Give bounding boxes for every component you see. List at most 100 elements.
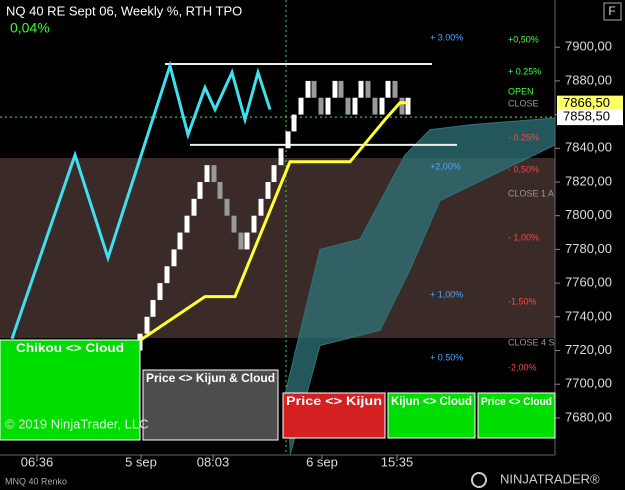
indicator-line — [139, 101, 408, 342]
annotation: +0,50% — [508, 34, 539, 44]
annotation: OPEN — [508, 86, 534, 96]
renko-brick — [298, 97, 304, 115]
menu-button-label[interactable]: F — [608, 4, 615, 18]
y-tick-label: 7700,00 — [565, 376, 612, 391]
renko-brick — [305, 80, 311, 98]
annotation: + 0.50% — [430, 352, 463, 362]
y-tick-label: 7740,00 — [565, 308, 612, 323]
renko-brick — [399, 97, 405, 115]
y-tick-label: 7900,00 — [565, 39, 612, 54]
renko-brick — [164, 266, 170, 284]
renko-brick — [332, 80, 338, 98]
y-tick-label: 7760,00 — [565, 275, 612, 290]
renko-brick — [204, 165, 210, 182]
instrument: MNQ 40 Renko — [5, 476, 67, 486]
annotation: +2,00% — [430, 161, 461, 171]
menu-button[interactable] — [603, 2, 622, 21]
renko-brick — [385, 80, 391, 98]
logo-icon — [471, 472, 487, 488]
x-tick-label: 15:35 — [381, 454, 414, 469]
renko-brick — [372, 97, 378, 115]
renko-brick — [157, 283, 163, 300]
price-marker-label: 7866,50 — [563, 95, 610, 110]
indicator-line — [10, 60, 272, 340]
cloud-fill — [285, 117, 555, 456]
copyright: © 2019 NinjaTrader, LLC — [5, 416, 149, 431]
renko-brick — [311, 80, 317, 98]
signal-label: Price <> Kijun & Cloud — [146, 371, 275, 385]
annotation: - 0.25% — [508, 132, 539, 142]
renko-brick — [358, 80, 364, 98]
change: 0,04% — [10, 20, 50, 36]
renko-brick — [285, 131, 291, 149]
renko-brick — [405, 97, 411, 115]
renko-brick — [278, 148, 284, 166]
x-tick-label: 06:36 — [21, 454, 54, 469]
y-tick-label: 7840,00 — [565, 140, 612, 155]
renko-brick — [144, 316, 150, 334]
annotation: CLOSE 4 S — [508, 337, 555, 347]
renko-brick — [291, 114, 297, 132]
renko-brick — [379, 97, 385, 115]
y-tick-label: 7720,00 — [565, 342, 612, 357]
logo: NINJATRADER® — [500, 471, 600, 486]
annotation: - 1,00% — [508, 232, 539, 242]
renko-brick — [238, 232, 244, 250]
price-marker-label: 7858,50 — [563, 109, 610, 124]
renko-brick — [197, 182, 203, 199]
renko-brick — [184, 215, 190, 233]
y-tick-label: 7880,00 — [565, 72, 612, 87]
y-tick-label: 7800,00 — [565, 207, 612, 222]
renko-brick — [365, 80, 371, 98]
x-tick-label: 5 sep — [125, 454, 157, 469]
chart-title: NQ 40 RE Sept 06, Weekly %, RTH TPO — [6, 3, 242, 18]
signal-box — [387, 392, 476, 439]
renko-brick — [171, 249, 177, 267]
annotation: + 3.00% — [430, 32, 463, 42]
y-tick-label: 7680,00 — [565, 409, 612, 424]
renko-brick — [177, 232, 183, 250]
price-marker — [557, 95, 623, 112]
signal-box — [477, 392, 556, 439]
renko-brick — [211, 165, 217, 182]
annotation: - 0,50% — [508, 164, 539, 174]
renko-brick — [150, 299, 156, 317]
renko-brick — [338, 80, 344, 98]
renko-brick — [271, 165, 277, 182]
annotation: + 1,00% — [430, 289, 463, 299]
signal-box — [142, 369, 279, 441]
renko-brick — [265, 182, 271, 199]
y-tick-label: 7820,00 — [565, 173, 612, 188]
renko-brick — [258, 198, 264, 216]
renko-brick — [352, 97, 358, 115]
signal-box — [0, 339, 141, 441]
signal-label: Kijun <> Cloud — [391, 394, 472, 408]
renko-brick — [231, 215, 237, 233]
signal-label: Price <> Kijun — [286, 394, 382, 408]
annotation: CLOSE — [508, 98, 539, 108]
signal-box — [282, 392, 386, 439]
cloud-edge — [289, 144, 556, 456]
price-marker — [557, 109, 623, 126]
renko-brick — [345, 97, 351, 115]
annotation: CLOSE 1 A — [508, 188, 554, 198]
renko-brick — [244, 232, 250, 250]
renko-brick — [392, 80, 398, 98]
renko-brick — [318, 97, 324, 115]
signal-label: Price <> Cloud — [481, 396, 552, 408]
cloud-edge — [284, 117, 556, 395]
annotation: -1,50% — [508, 296, 537, 306]
annotation: -2,00% — [508, 362, 537, 372]
x-tick-label: 08:03 — [197, 454, 230, 469]
renko-brick — [217, 182, 223, 199]
annotation: + 0.25% — [508, 66, 541, 76]
renko-brick — [325, 97, 331, 115]
y-tick-label: 7780,00 — [565, 241, 612, 256]
renko-brick — [224, 198, 230, 216]
renko-brick — [191, 198, 197, 216]
x-tick-label: 6 sep — [306, 454, 338, 469]
renko-brick — [251, 215, 257, 233]
signal-label: Chikou <> Cloud — [16, 341, 124, 355]
